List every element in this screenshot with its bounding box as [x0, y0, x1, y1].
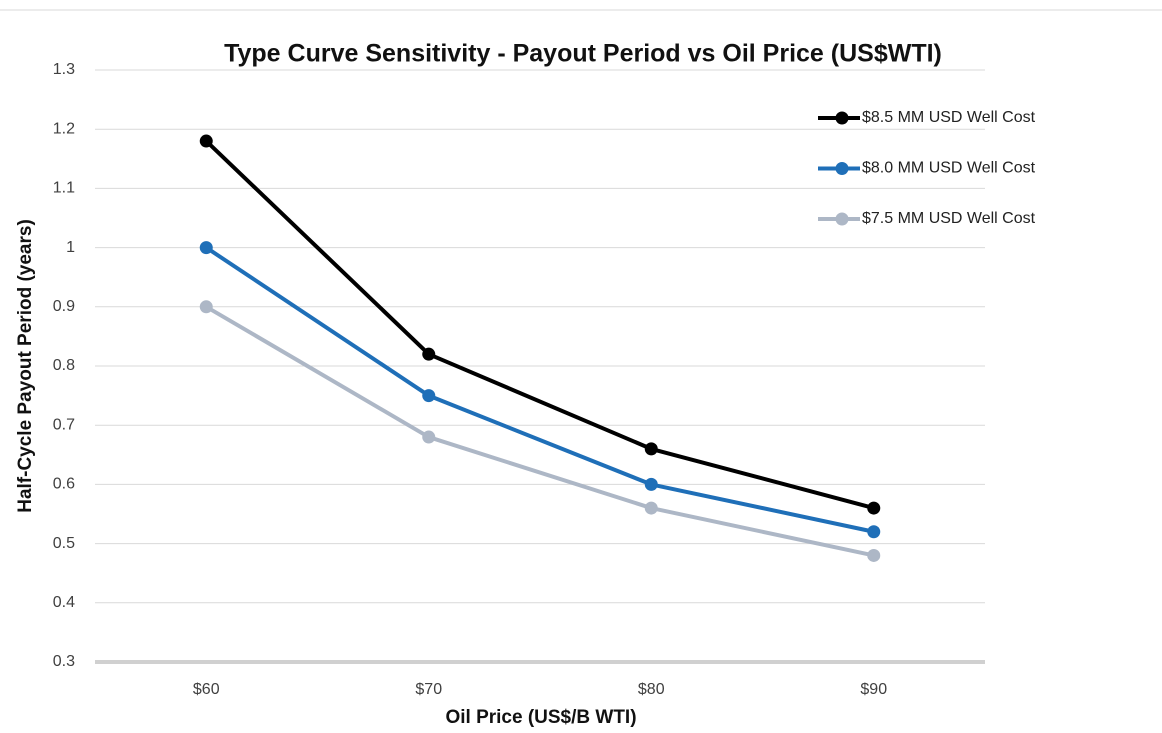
- chart-title: Type Curve Sensitivity - Payout Period v…: [224, 40, 942, 68]
- legend-swatch-marker: [835, 111, 849, 125]
- y-tick-label: 1.3: [53, 61, 75, 78]
- data-point: [199, 300, 213, 314]
- y-tick-label: 0.6: [53, 476, 75, 493]
- y-axis-title: Half-Cycle Payout Period (years): [15, 219, 36, 513]
- x-tick-label: $90: [860, 681, 887, 698]
- data-point: [199, 134, 213, 148]
- y-tick-label: 1: [66, 239, 75, 256]
- x-tick-label: $60: [193, 681, 220, 698]
- data-point: [644, 442, 658, 456]
- x-tick-label: $70: [415, 681, 442, 698]
- data-point: [867, 501, 881, 515]
- series-line: [205, 305, 875, 558]
- x-tick-label: $80: [638, 681, 665, 698]
- data-point: [422, 347, 436, 361]
- legend-label: $8.0 MM USD Well Cost: [862, 160, 1036, 177]
- data-point: [867, 525, 881, 539]
- y-tick-label: 0.8: [53, 357, 75, 374]
- x-axis-title: Oil Price (US$/B WTI): [445, 707, 636, 728]
- legend-label: $8.5 MM USD Well Cost: [862, 109, 1036, 126]
- y-tick-label: 0.9: [53, 298, 75, 315]
- series-line: [204, 139, 875, 511]
- legend-swatch-marker: [835, 212, 849, 226]
- y-tick-label: 0.4: [53, 594, 75, 611]
- series-line: [205, 245, 875, 534]
- y-tick-label: 1.1: [53, 180, 75, 197]
- legend-label: $7.5 MM USD Well Cost: [862, 210, 1036, 227]
- data-point: [422, 389, 436, 403]
- legend-swatch-marker: [835, 162, 849, 175]
- data-point: [644, 501, 658, 515]
- data-point: [422, 430, 436, 444]
- data-point: [867, 548, 881, 562]
- y-tick-label: 1.2: [53, 120, 75, 137]
- y-tick-label: 0.5: [53, 535, 75, 552]
- data-point: [644, 477, 658, 491]
- data-point: [199, 241, 213, 255]
- y-tick-label: 0.7: [53, 416, 75, 433]
- y-tick-label: 0.3: [53, 653, 75, 670]
